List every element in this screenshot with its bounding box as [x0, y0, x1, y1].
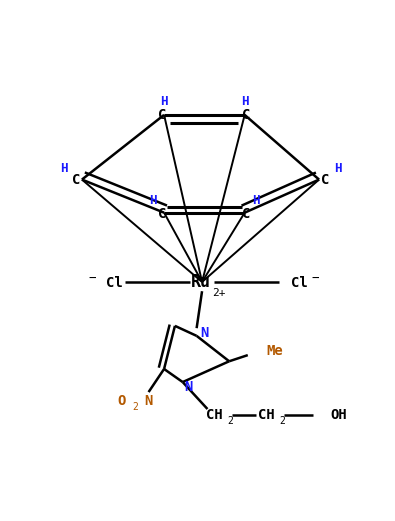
Text: C: C [158, 207, 167, 221]
Text: H: H [160, 94, 168, 107]
Text: Cl: Cl [291, 276, 307, 290]
Text: 2: 2 [132, 403, 138, 413]
Text: H: H [60, 162, 68, 175]
Text: Ru: Ru [190, 273, 211, 291]
Text: C: C [72, 172, 80, 187]
Text: O: O [117, 394, 125, 408]
Text: −: − [311, 272, 319, 286]
Text: H: H [252, 194, 259, 207]
Text: H: H [335, 162, 342, 175]
Text: Cl: Cl [106, 276, 123, 290]
Text: 2: 2 [280, 416, 286, 426]
Text: H: H [149, 194, 157, 207]
Text: N: N [185, 380, 193, 394]
Text: Me: Me [266, 344, 283, 358]
Text: C: C [321, 172, 329, 187]
Text: H: H [241, 94, 248, 107]
Text: 2+: 2+ [213, 288, 226, 297]
Text: CH: CH [206, 408, 223, 422]
Text: N: N [144, 394, 152, 408]
Text: N: N [200, 326, 209, 340]
Text: 2: 2 [228, 416, 234, 426]
Text: −: − [88, 272, 96, 286]
Text: C: C [242, 108, 250, 122]
Text: C: C [242, 207, 250, 221]
Text: C: C [158, 108, 167, 122]
Text: OH: OH [330, 408, 347, 422]
Text: CH: CH [258, 408, 275, 422]
